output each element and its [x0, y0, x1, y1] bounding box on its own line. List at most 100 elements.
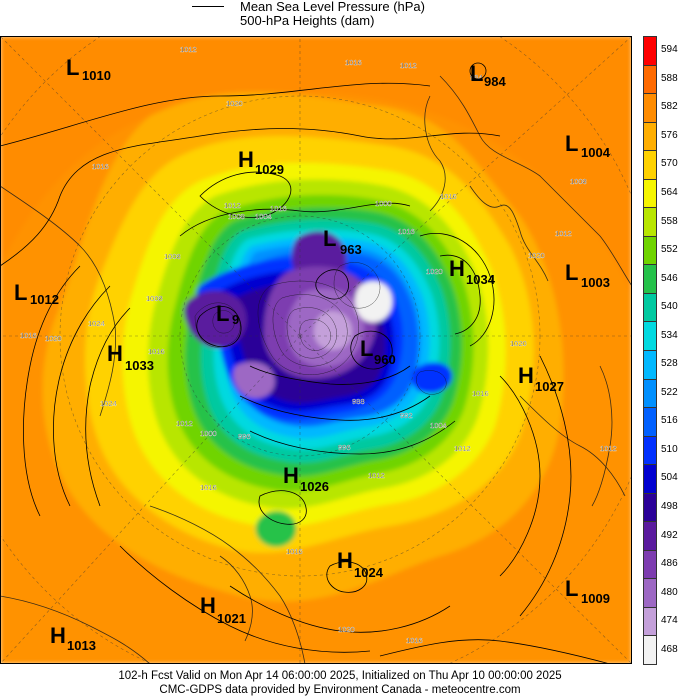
contour-value-labels: 1012 1016 1020 1016 1012 1016 1008 1012 … [20, 45, 617, 645]
colorbar-label: 492 [661, 529, 678, 541]
high-pressure-center: H 1026 [283, 463, 329, 494]
map-legend: Mean Sea Level Pressure (hPa) 500-hPa He… [190, 0, 510, 30]
height-contours [194, 262, 447, 395]
contour-label: 996 [238, 432, 251, 441]
colorbar-swatch [643, 578, 657, 608]
coastlines [0, 75, 632, 664]
contour-label: 984 [470, 73, 483, 82]
colorbar-label: 594 [661, 44, 678, 56]
svg-text:L: L [14, 280, 27, 305]
contour-label: 1012 [454, 444, 471, 453]
contour-label: 1008 [228, 212, 245, 221]
colorbar-label: 588 [661, 72, 678, 84]
colorbar-label: 540 [661, 301, 678, 313]
svg-text:L: L [565, 576, 578, 601]
low-pressure-center: L 984 [469, 61, 506, 89]
colorbar-label: 474 [661, 615, 678, 627]
contour-label: 1000 [200, 429, 217, 438]
colorbar-label: 534 [661, 329, 678, 341]
pressure-centers: L 1010 L 984 H 1029 L 1004 L 963 H 1034 L 1003 … [14, 55, 611, 653]
contour-label: 1012 [600, 444, 617, 453]
low-pressure-center: L 1012 [14, 280, 59, 307]
svg-text:H: H [518, 363, 534, 388]
contour-label: 1004 [255, 212, 272, 221]
contour-label: 1020 [338, 625, 355, 634]
svg-text:H: H [337, 548, 353, 573]
svg-text:L: L [565, 131, 578, 156]
colorbar-label: 516 [661, 415, 678, 427]
svg-text:1027: 1027 [535, 379, 564, 394]
contour-label: 1012 [555, 229, 572, 238]
svg-text:960: 960 [374, 352, 396, 367]
svg-text:1003: 1003 [581, 275, 610, 290]
svg-text:L: L [216, 301, 229, 326]
svg-text:H: H [200, 593, 216, 618]
contour-label: 1016 [398, 227, 415, 236]
svg-text:1004: 1004 [581, 145, 611, 160]
contour-label: 1012 [400, 61, 417, 70]
map-footer: 102-h Fcst Valid on Mon Apr 14 06:00:00 … [0, 669, 680, 697]
svg-text:L: L [323, 226, 336, 251]
colorbar-swatch [643, 207, 657, 237]
contour-label: 1016 [345, 58, 362, 67]
colorbar-swatch [643, 606, 657, 637]
colorbar-swatch [643, 635, 657, 665]
colorbar-swatch [643, 435, 657, 466]
svg-text:963: 963 [340, 242, 362, 257]
svg-text:1026: 1026 [300, 479, 329, 494]
svg-text:1021: 1021 [217, 611, 246, 626]
svg-text:L: L [565, 260, 578, 285]
contour-label: 1024 [88, 319, 105, 328]
colorbar-swatch [643, 93, 657, 123]
high-pressure-center: H 1033 [107, 341, 154, 373]
svg-text:984: 984 [484, 74, 506, 89]
data-credit-line: CMC-GDPS data provided by Environment Ca… [159, 684, 521, 696]
colorbar-label: 504 [661, 472, 678, 484]
svg-text:H: H [50, 623, 66, 648]
colorbar-swatch [643, 378, 657, 409]
colorbar-label: 552 [661, 244, 678, 256]
contour-label: 1020 [45, 334, 62, 343]
colorbar-label: 522 [661, 386, 678, 398]
colorbar-label: 480 [661, 586, 678, 598]
colorbar-swatch [643, 150, 657, 180]
colorbar-swatch [643, 492, 657, 523]
contour-label: 1008 [164, 252, 181, 261]
colorbar-label: 570 [661, 158, 678, 170]
contour-label: 1016 [286, 547, 303, 556]
colorbar-swatch [643, 235, 657, 266]
colorbar-swatch [643, 521, 657, 551]
height-colorbar: 594 588 582 576 570 564 558 552 546 540 534 528 522 5… [643, 36, 680, 665]
weather-map: 1012 1016 1020 1016 1012 1016 1008 1012 … [0, 36, 632, 664]
contour-label: 1024 [100, 399, 117, 408]
low-pressure-center: L 960 [360, 336, 396, 367]
contour-label: 1016 [472, 389, 489, 398]
contour-label: 1012 [180, 45, 197, 54]
mslp-legend-label: Mean Sea Level Pressure (hPa) [240, 0, 425, 14]
low-pressure-center: L 963 [323, 226, 362, 257]
contour-label: 1020 [226, 99, 243, 108]
colorbar-label: 558 [661, 215, 678, 227]
svg-text:H: H [449, 256, 465, 281]
svg-text:1034: 1034 [466, 272, 496, 287]
colorbar-label: 486 [661, 558, 678, 570]
contour-label: 1020 [528, 251, 545, 260]
contour-label: 992 [400, 411, 413, 420]
svg-text:1013: 1013 [67, 638, 96, 653]
colorbar-swatch [643, 292, 657, 323]
colorbar-swatch [643, 350, 657, 380]
colorbar-swatch [643, 264, 657, 294]
contour-label: 1016 [200, 483, 217, 492]
high-pressure-center: H 1034 [449, 256, 496, 287]
colorbar-swatch [643, 64, 657, 95]
colorbar-label: 576 [661, 129, 678, 141]
svg-text:1024: 1024 [354, 565, 384, 580]
high-pressure-center: H 1029 [238, 147, 284, 177]
high-pressure-center: H 1013 [50, 623, 96, 653]
svg-text:H: H [283, 463, 299, 488]
contour-label: 996 [338, 443, 351, 452]
contour-label: 1020 [426, 267, 443, 276]
colorbar-label: 582 [661, 101, 678, 113]
